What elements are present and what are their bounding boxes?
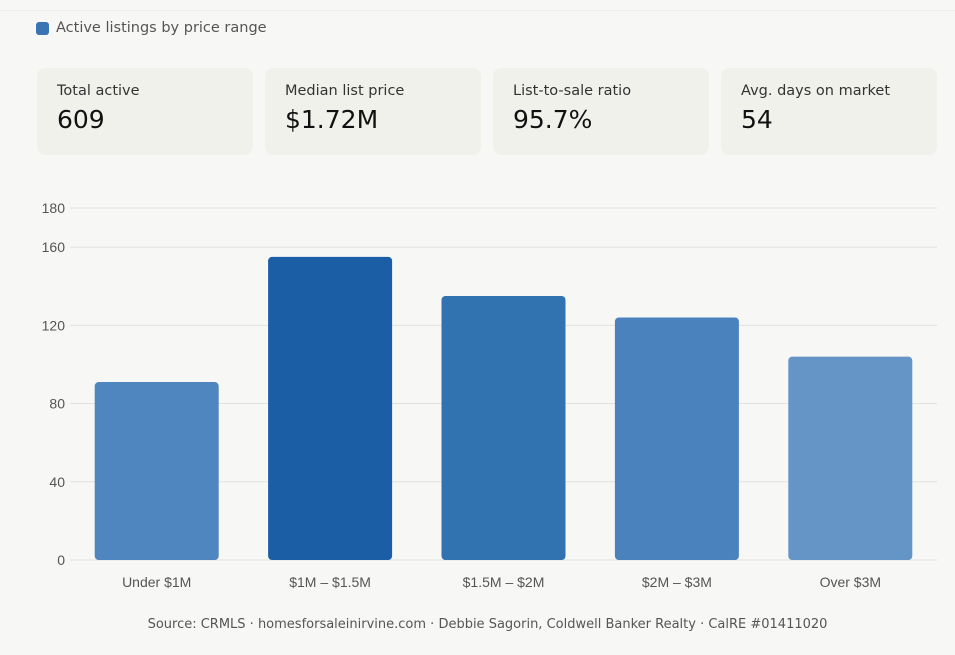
stat-card-days-on-market: Avg. days on market 54 — [721, 68, 937, 155]
stat-label: Avg. days on market — [741, 83, 891, 99]
stat-card-list-to-sale: List-to-sale ratio 95.7% — [493, 68, 709, 155]
legend-label: Active listings by price range — [56, 20, 267, 36]
bar — [268, 256, 393, 560]
top-divider — [0, 0, 955, 11]
stat-label: List-to-sale ratio — [513, 83, 632, 99]
stat-value: 95.7% — [513, 105, 593, 134]
y-tick-label: 160 — [42, 239, 66, 255]
x-tick-label: $1.5M – $2M — [463, 574, 545, 590]
y-tick-label: 40 — [49, 474, 65, 490]
x-tick-label: $1M – $1.5M — [289, 574, 371, 590]
legend-swatch — [36, 21, 49, 35]
y-tick-label: 0 — [57, 552, 65, 568]
stat-value: 54 — [741, 105, 773, 134]
stat-value: $1.72M — [285, 105, 379, 134]
bar — [788, 356, 913, 560]
bar — [614, 317, 739, 560]
x-tick-label: $2M – $3M — [642, 574, 712, 590]
y-tick-label: 80 — [49, 396, 65, 412]
source-note: Source: CRMLS · homesforsaleinirvine.com… — [147, 617, 828, 632]
bar — [94, 382, 219, 560]
stat-cards: Total active 609 Median list price $1.72… — [37, 68, 937, 155]
stat-label: Median list price — [285, 83, 405, 99]
stat-card-median-price: Median list price $1.72M — [265, 68, 481, 155]
x-tick-label: Over $3M — [820, 574, 881, 590]
stat-value: 609 — [57, 105, 105, 134]
y-tick-label: 180 — [42, 200, 66, 216]
bar — [441, 296, 566, 560]
stat-label: Total active — [57, 83, 140, 99]
chart-legend: Active listings by price range — [36, 20, 267, 36]
y-tick-label: 120 — [42, 317, 66, 333]
stat-card-total-active: Total active 609 — [37, 68, 253, 155]
x-tick-label: Under $1M — [122, 574, 191, 590]
